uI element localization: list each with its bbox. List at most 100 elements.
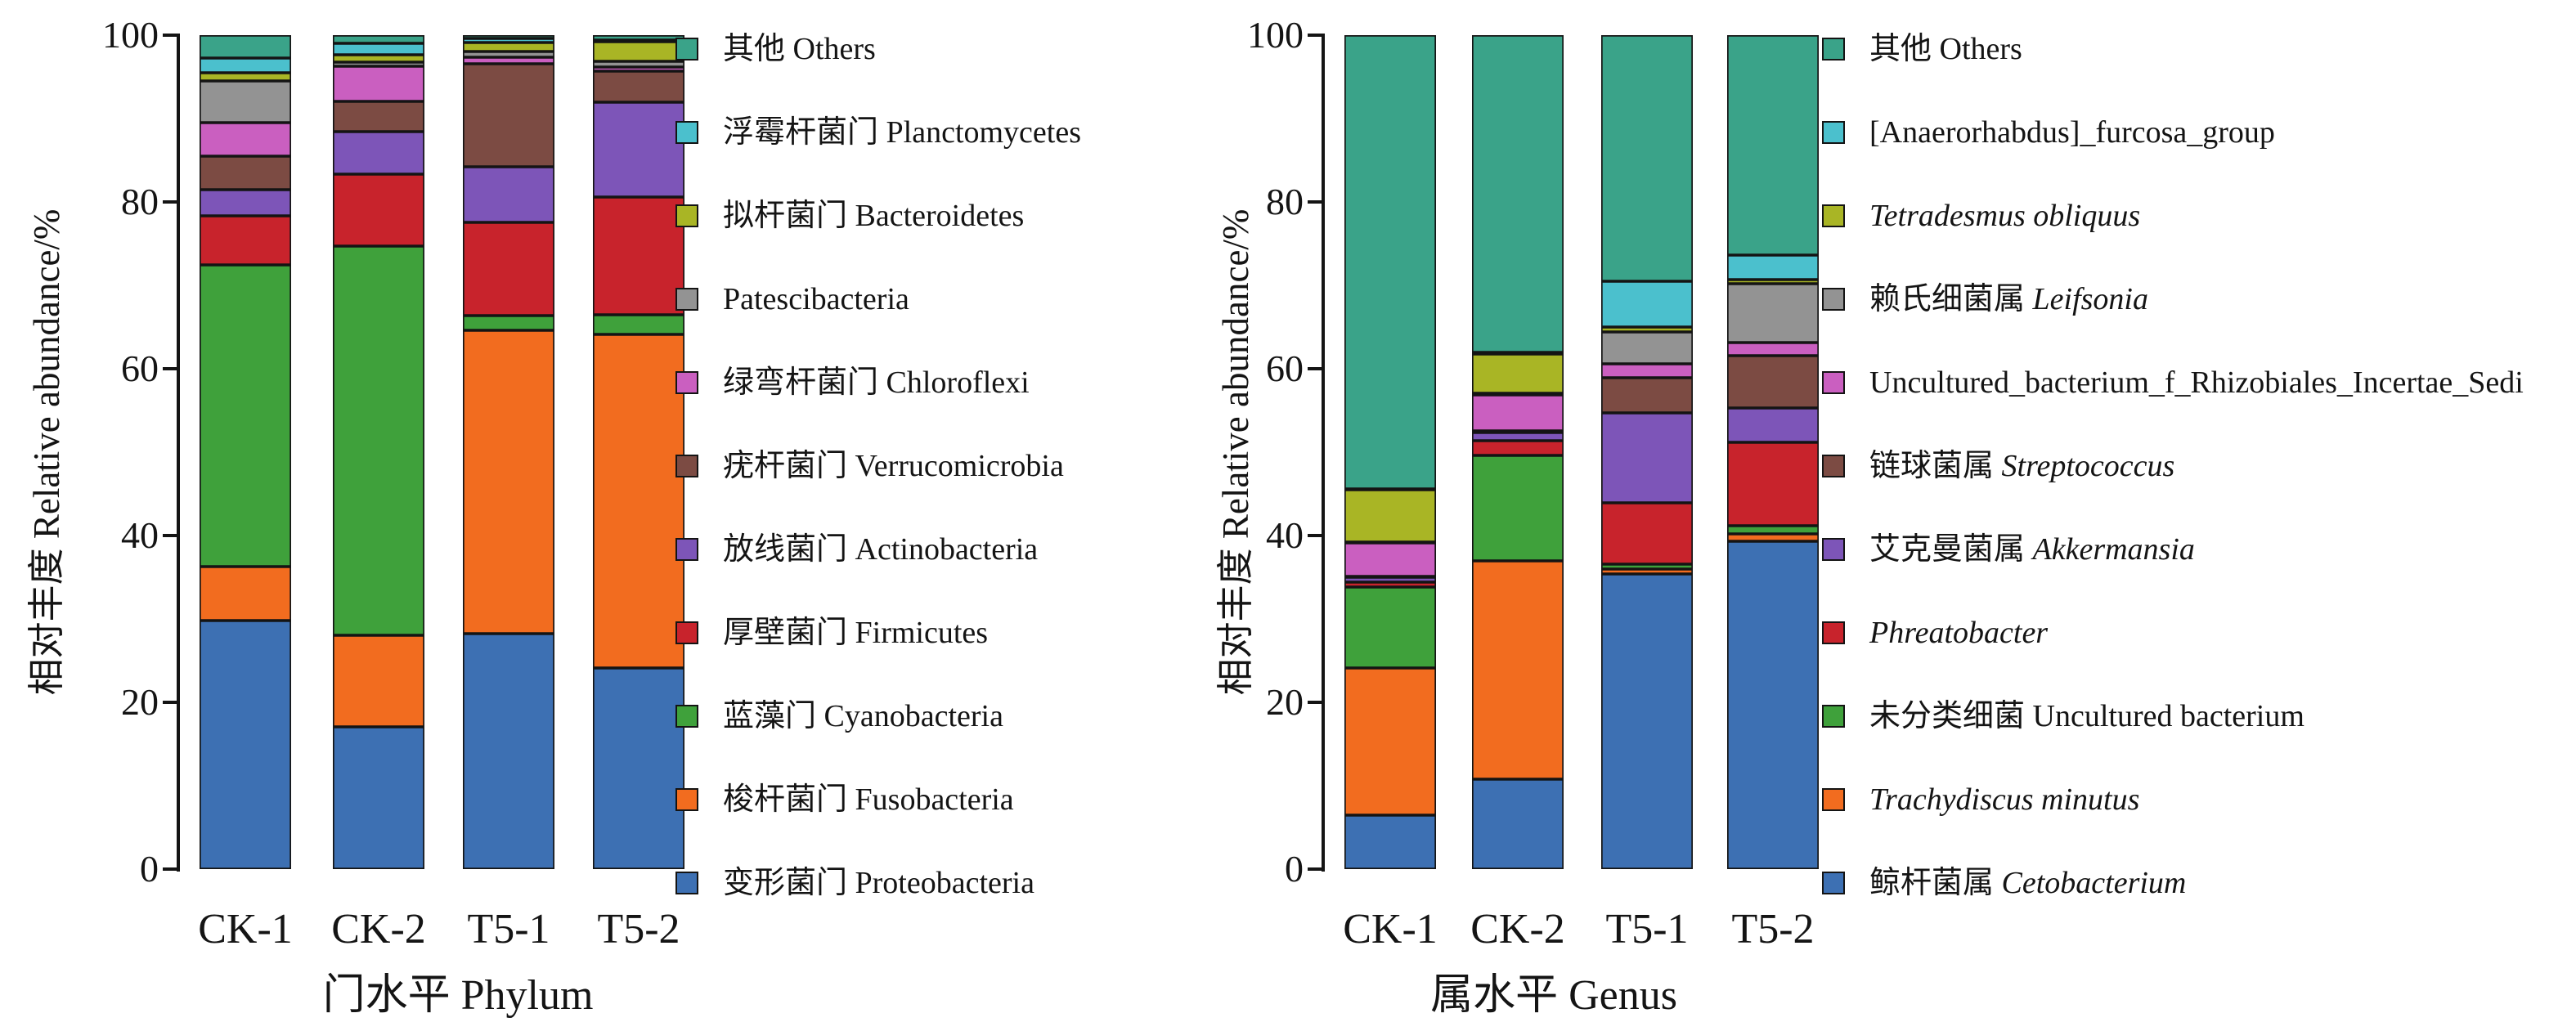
bar-segment-T5-2-Others [1727,35,1819,256]
y-tick-label: 20 [121,681,159,723]
right-chart-title: 属水平 Genus [1430,972,1677,1019]
bar-segment-CK-1-Bacteroidetes [200,72,291,82]
bar-segment-T5-2-Trachydiscus-minutus [1727,533,1819,542]
bar-segment-T5-2-Firmicutes [593,196,684,315]
bar-segment-CK-2-Planctomycetes [333,43,424,55]
legend-label-latin: Patescibacteria [723,282,909,316]
stacked-bar-CK-2 [333,35,424,869]
legend-label-Tetradesmus-obliquus: Tetradesmus obliquus [1869,196,2140,235]
legend-label-zh: 疣杆菌门 [723,449,855,483]
legend-label-latin: Others [792,32,876,66]
bar-segment-CK-1-Chloroflexi [200,123,291,156]
bar-segment-CK-2-Cyanobacteria [333,246,424,636]
bar-segment-CK-1-Tetradesmus-obliquus [1344,489,1436,543]
bar-segment-T5-1-Verrucomicrobia [463,63,554,168]
bar-segment-T5-2-Chloroflexi [593,66,684,71]
legend-label-latin: Fusobacteria [855,782,1014,817]
legend-swatch-Patescibacteria [675,288,698,311]
legend-label-Uncultured-bacterium-f-Rhizobiales-Incertae-Sedi: Uncultured_bacterium_f_Rhizobiales_Incer… [1869,363,2524,402]
legend-label-Verrucomicrobia: 疣杆菌门 Verrucomicrobia [723,446,1064,486]
bar-segment-CK-1-Verrucomicrobia [200,155,291,190]
bar-segment-CK-2-Leifsonia [1472,392,1564,395]
legend-swatch-Akkermansia [1822,538,1845,561]
legend-label-latin: Cetobacterium [2001,866,2187,900]
stacked-bar-T5-1 [1601,35,1693,869]
y-tick-mark [1308,701,1322,704]
bar-segment-T5-1-Uncultured-bacterium [1601,563,1693,569]
bar-segment-T5-1-Tetradesmus-obliquus [1601,327,1693,333]
bar-segment-T5-2-Phreatobacter [1727,442,1819,526]
bar-segment-T5-1--Anaerorhabdus-furcosa-group [1601,280,1693,328]
bar-segment-T5-2-Akkermansia [1727,407,1819,442]
bar-segment-CK-1-Planctomycetes [200,57,291,73]
bar-segment-CK-2-Tetradesmus-obliquus [1472,353,1564,393]
legend-label-zh: 拟杆菌门 [723,199,855,233]
bar-segment-T5-2-Cetobacterium [1727,541,1819,869]
y-tick-mark [163,701,177,704]
bar-segment-CK-1-Patescibacteria [200,81,291,123]
legend-label-latin: Firmicutes [855,616,989,650]
legend-label-latin: Trachydiscus minutus [1869,782,2140,817]
bar-segment-CK-2-Chloroflexi [333,65,424,101]
y-tick-label: 0 [140,848,159,890]
bar-segment-CK-2-Firmicutes [333,174,424,247]
bar-segment-T5-1-Cyanobacteria [463,315,554,331]
y-tick-mark [1308,34,1322,37]
legend-label-latin: Chloroflexi [886,365,1030,400]
bar-segment-CK-2-Trachydiscus-minutus [1472,560,1564,779]
bar-segment-CK-1--Anaerorhabdus-furcosa-group [1344,488,1436,490]
y-tick-label: 100 [102,14,159,56]
left-y-axis-label: 相对丰度 Relative abundance/% [26,208,67,696]
legend-label-latin: Tetradesmus obliquus [1869,199,2141,233]
bar-segment-T5-1-Phreatobacter [1601,503,1693,564]
legend-label-Akkermansia: 艾克曼菌属 Akkermansia [1869,530,2195,569]
bar-segment-CK-1-Phreatobacter [1344,582,1436,588]
y-axis-spine [1322,34,1325,872]
bar-segment-CK-1-Akkermansia [1344,577,1436,583]
y-tick-mark [163,367,177,370]
legend-label-latin: Verrucomicrobia [855,449,1064,483]
y-tick-mark [163,34,177,37]
legend-swatch-Cyanobacteria [675,705,698,728]
legend-label-Leifsonia: 赖氏细菌属 Leifsonia [1869,280,2148,319]
bar-segment-CK-2-Akkermansia [1472,432,1564,441]
bar-segment-CK-1-Uncultured-bacterium [1344,587,1436,669]
x-category-label-T5-2: T5-2 [597,906,680,953]
bar-segment-T5-2-Tetradesmus-obliquus [1727,279,1819,285]
legend-label-zh: 未分类细菌 [1869,699,2033,733]
legend-label-zh: 蓝藻门 [723,699,824,733]
bar-segment-T5-1-Others [463,35,554,39]
y-tick-label: 80 [1266,181,1304,222]
y-tick-label: 60 [1266,347,1304,389]
bar-segment-T5-2-Proteobacteria [593,668,684,869]
bar-segment-T5-2-Streptococcus [1727,355,1819,408]
legend-label-Bacteroidetes: 拟杆菌门 Bacteroidetes [723,196,1024,235]
y-tick-label: 80 [121,181,159,222]
legend-label-zh: 其他 [1869,32,1940,66]
legend-swatch-Uncultured-bacterium [1822,705,1845,728]
bar-segment-T5-1-Akkermansia [1601,413,1693,504]
legend-label-latin: Others [1939,32,2022,66]
bar-segment-CK-2-Patescibacteria [333,61,424,66]
bar-segment-T5-1-Leifsonia [1601,332,1693,364]
legend-label-Others: 其他 Others [723,29,876,69]
legend-label-Firmicutes: 厚壁菌门 Firmicutes [723,613,988,652]
legend-swatch-Phreatobacter [1822,621,1845,644]
legend-label-latin: Phreatobacter [1869,616,2049,650]
legend-swatch-Uncultured-bacterium-f-Rhizobiales-Incertae-Sedi [1822,371,1845,394]
bar-segment-T5-1-Uncultured-bacterium-f-Rhizobiales-Incertae-Sedi [1601,363,1693,379]
legend-swatch-Tetradesmus-obliquus [1822,204,1845,227]
bar-segment-T5-2-Patescibacteria [593,61,684,67]
legend-swatch-Streptococcus [1822,455,1845,477]
legend-label-Cetobacterium: 鲸杆菌属 Cetobacterium [1869,863,2186,903]
bar-segment-T5-2-Verrucomicrobia [593,70,684,102]
y-tick-label: 40 [1266,514,1304,556]
legend-label-zh: 其他 [723,32,793,66]
y-tick-label: 40 [121,514,159,556]
legend-label-latin: Akkermansia [2032,532,2195,567]
y-axis-spine [177,34,180,872]
legend-label-Proteobacteria: 变形菌门 Proteobacteria [723,863,1034,903]
bar-segment-CK-2-Fusobacteria [333,635,424,727]
legend-swatch-Verrucomicrobia [675,455,698,477]
legend-swatch-Actinobacteria [675,538,698,561]
